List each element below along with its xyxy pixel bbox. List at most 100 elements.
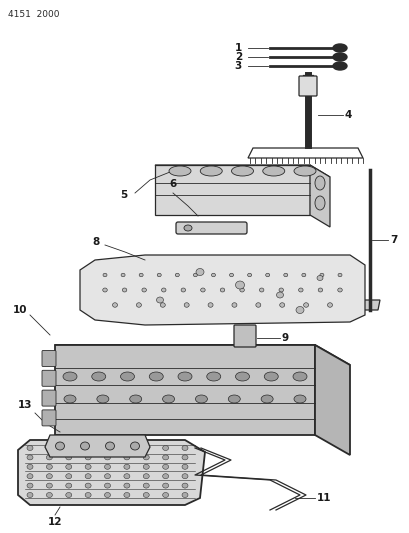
Ellipse shape [103, 288, 107, 292]
Ellipse shape [178, 372, 191, 381]
Ellipse shape [80, 442, 89, 450]
Ellipse shape [63, 372, 77, 381]
Ellipse shape [247, 273, 251, 277]
FancyBboxPatch shape [234, 325, 255, 347]
Ellipse shape [104, 492, 110, 497]
Ellipse shape [46, 464, 52, 469]
Polygon shape [80, 255, 364, 325]
Ellipse shape [196, 269, 204, 276]
Ellipse shape [283, 273, 287, 277]
Ellipse shape [314, 196, 324, 210]
Ellipse shape [200, 166, 222, 176]
Ellipse shape [27, 492, 33, 497]
FancyBboxPatch shape [175, 222, 246, 234]
FancyBboxPatch shape [42, 410, 56, 426]
Ellipse shape [124, 455, 130, 460]
Ellipse shape [65, 492, 72, 497]
Ellipse shape [319, 273, 323, 277]
Ellipse shape [104, 446, 110, 450]
Ellipse shape [142, 288, 146, 292]
Ellipse shape [104, 483, 110, 488]
Ellipse shape [278, 288, 283, 292]
Ellipse shape [143, 464, 149, 469]
Ellipse shape [122, 288, 126, 292]
Ellipse shape [85, 464, 91, 469]
Text: 8: 8 [92, 237, 100, 247]
Ellipse shape [85, 474, 91, 479]
Ellipse shape [104, 464, 110, 469]
Ellipse shape [337, 273, 341, 277]
Text: 4151  2000: 4151 2000 [8, 10, 59, 19]
Ellipse shape [55, 442, 64, 450]
Ellipse shape [112, 303, 117, 307]
Ellipse shape [104, 474, 110, 479]
Ellipse shape [124, 446, 130, 450]
Ellipse shape [104, 455, 110, 460]
Ellipse shape [65, 464, 72, 469]
Ellipse shape [46, 446, 52, 450]
Ellipse shape [27, 474, 33, 479]
Ellipse shape [182, 474, 188, 479]
Ellipse shape [332, 62, 346, 70]
FancyBboxPatch shape [42, 370, 56, 386]
Ellipse shape [46, 455, 52, 460]
Ellipse shape [182, 446, 188, 450]
Ellipse shape [182, 483, 188, 488]
Ellipse shape [46, 492, 52, 497]
Ellipse shape [327, 303, 332, 307]
Ellipse shape [160, 303, 165, 307]
Text: 12: 12 [47, 517, 62, 527]
Ellipse shape [85, 483, 91, 488]
Ellipse shape [182, 492, 188, 497]
Ellipse shape [207, 303, 213, 307]
Ellipse shape [301, 273, 305, 277]
Ellipse shape [293, 395, 305, 403]
Ellipse shape [193, 273, 197, 277]
Polygon shape [55, 345, 349, 365]
Ellipse shape [292, 372, 306, 381]
Ellipse shape [182, 464, 188, 469]
Ellipse shape [27, 455, 33, 460]
Ellipse shape [105, 442, 114, 450]
Polygon shape [55, 345, 314, 435]
Ellipse shape [261, 395, 272, 403]
Ellipse shape [162, 492, 168, 497]
Ellipse shape [295, 306, 303, 313]
Ellipse shape [27, 464, 33, 469]
Ellipse shape [332, 53, 346, 61]
Ellipse shape [162, 395, 174, 403]
Text: 2: 2 [234, 52, 241, 62]
Text: 6: 6 [169, 179, 176, 189]
Ellipse shape [314, 176, 324, 190]
Ellipse shape [124, 483, 130, 488]
Ellipse shape [235, 281, 244, 289]
Ellipse shape [184, 303, 189, 307]
Ellipse shape [143, 483, 149, 488]
Ellipse shape [64, 395, 76, 403]
Ellipse shape [136, 303, 141, 307]
Ellipse shape [255, 303, 260, 307]
Ellipse shape [337, 288, 342, 292]
Ellipse shape [184, 225, 191, 231]
Text: 5: 5 [119, 190, 127, 200]
Ellipse shape [332, 44, 346, 52]
Ellipse shape [265, 273, 269, 277]
Ellipse shape [182, 455, 188, 460]
Polygon shape [18, 440, 205, 505]
Ellipse shape [139, 273, 143, 277]
Polygon shape [155, 165, 329, 177]
Text: 7: 7 [389, 235, 396, 245]
Ellipse shape [228, 395, 240, 403]
Ellipse shape [143, 474, 149, 479]
Ellipse shape [303, 303, 308, 307]
Ellipse shape [143, 446, 149, 450]
Ellipse shape [235, 372, 249, 381]
Ellipse shape [121, 273, 125, 277]
Ellipse shape [239, 288, 244, 292]
Ellipse shape [149, 372, 163, 381]
Ellipse shape [85, 455, 91, 460]
FancyBboxPatch shape [42, 351, 56, 367]
Ellipse shape [298, 288, 302, 292]
Ellipse shape [65, 483, 72, 488]
Text: 11: 11 [316, 493, 331, 503]
